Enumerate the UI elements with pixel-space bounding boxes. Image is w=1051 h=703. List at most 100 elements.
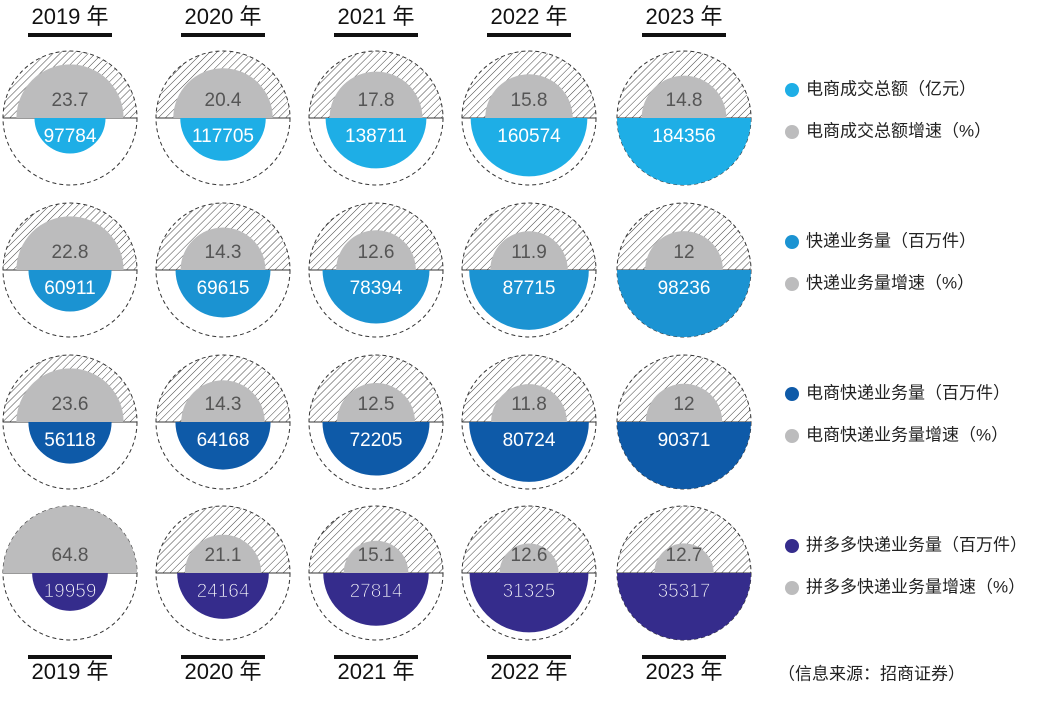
value-half (617, 118, 751, 185)
value-half (322, 270, 430, 324)
growth-label: 15.1 (358, 545, 395, 566)
value-half (28, 422, 112, 464)
legend-label: 电商快递业务量增速（%） (806, 425, 1008, 444)
growth-half (184, 534, 262, 573)
growth-label: 12 (673, 394, 694, 415)
value-label: 90371 (658, 430, 711, 451)
value-half (28, 270, 112, 312)
legend-label: 快递业务量（百万件） (806, 231, 976, 250)
year-label-top: 2023 年 (645, 4, 722, 29)
value-half (32, 573, 108, 611)
year-label-top: 2019 年 (31, 4, 108, 29)
year-label-top: 2022 年 (490, 4, 567, 29)
legend-label: 拼多多快递业务量（百万件） (806, 535, 1027, 554)
value-label: 97784 (44, 126, 97, 147)
growth-label: 64.8 (52, 545, 89, 566)
growth-half (499, 543, 559, 573)
growth-label: 15.8 (511, 90, 548, 111)
growth-label: 12.6 (511, 545, 548, 566)
value-label: 98236 (658, 278, 711, 299)
legend-label: 拼多多快递业务量增速（%） (806, 577, 1025, 596)
legend-swatch (785, 581, 799, 595)
growth-half (491, 384, 567, 422)
growth-half (16, 64, 124, 118)
legend-swatch (785, 539, 799, 553)
legend-swatch (785, 125, 799, 139)
growth-half (641, 75, 727, 118)
growth-label: 23.6 (52, 394, 89, 415)
growth-half (485, 74, 573, 118)
value-label: 27814 (350, 581, 403, 602)
hatch-half (309, 506, 443, 573)
legend-swatch (785, 83, 799, 97)
value-half (617, 422, 751, 489)
growth-half (490, 231, 568, 270)
source-note: （信息来源：招商证券） (778, 664, 965, 683)
legend-label: 电商成交总额增速（%） (806, 121, 991, 140)
growth-label: 14.8 (666, 90, 703, 111)
value-label: 56118 (44, 430, 95, 451)
growth-half (16, 368, 124, 422)
year-label-top: 2020 年 (184, 4, 261, 29)
legend-swatch (785, 235, 799, 249)
value-half (325, 118, 427, 169)
legend-swatch (785, 429, 799, 443)
legend-swatch (785, 387, 799, 401)
growth-label: 12 (673, 242, 694, 263)
value-label: 69615 (197, 278, 250, 299)
value-label: 80724 (503, 430, 556, 451)
growth-label: 17.8 (358, 90, 395, 111)
value-half (322, 422, 430, 476)
growth-half (343, 540, 409, 573)
value-half (617, 270, 751, 337)
year-label-bottom: 2020 年 (184, 659, 261, 684)
legend-label: 电商快递业务量（百万件） (806, 383, 1010, 402)
value-half (34, 118, 106, 154)
growth-half (329, 71, 423, 118)
hatch-half (462, 506, 596, 573)
value-half (617, 573, 751, 640)
hatch-half (617, 506, 751, 573)
growth-label: 20.4 (205, 90, 242, 111)
value-label: 19959 (44, 581, 97, 602)
growth-label: 12.5 (358, 394, 395, 415)
value-label: 35317 (658, 581, 711, 602)
value-half (323, 573, 429, 626)
growth-half (173, 68, 273, 118)
legend-label: 电商成交总额（亿元） (806, 79, 976, 98)
value-label: 24164 (197, 581, 250, 602)
value-half (175, 270, 271, 318)
growth-label: 14.3 (205, 394, 242, 415)
year-label-top: 2021 年 (337, 4, 414, 29)
year-label-bottom: 2021 年 (337, 659, 414, 684)
value-label: 160574 (497, 126, 561, 147)
growth-half (336, 230, 416, 270)
value-label: 64168 (197, 430, 250, 451)
legend-swatch (785, 277, 799, 291)
growth-half (645, 383, 723, 422)
value-label: 72205 (350, 430, 403, 451)
growth-label: 12.6 (358, 242, 395, 263)
value-label: 184356 (652, 126, 715, 147)
value-half (469, 573, 589, 633)
value-half (180, 118, 266, 161)
value-label: 78394 (350, 278, 403, 299)
growth-half (16, 216, 124, 270)
growth-label: 12.7 (666, 545, 703, 566)
value-half (177, 573, 269, 619)
value-half (469, 422, 589, 482)
value-label: 60911 (44, 278, 95, 299)
growth-half (654, 543, 714, 573)
growth-label: 11.9 (511, 242, 547, 263)
value-label: 138711 (345, 126, 407, 147)
growth-label: 21.1 (205, 545, 242, 566)
year-label-bottom: 2022 年 (490, 659, 567, 684)
growth-label: 22.8 (52, 242, 89, 263)
value-label: 87715 (503, 278, 556, 299)
value-half (469, 270, 589, 330)
growth-half (645, 231, 723, 270)
growth-half (3, 506, 137, 573)
year-label-bottom: 2023 年 (645, 659, 722, 684)
growth-half (180, 227, 266, 270)
value-label: 117705 (192, 126, 254, 147)
